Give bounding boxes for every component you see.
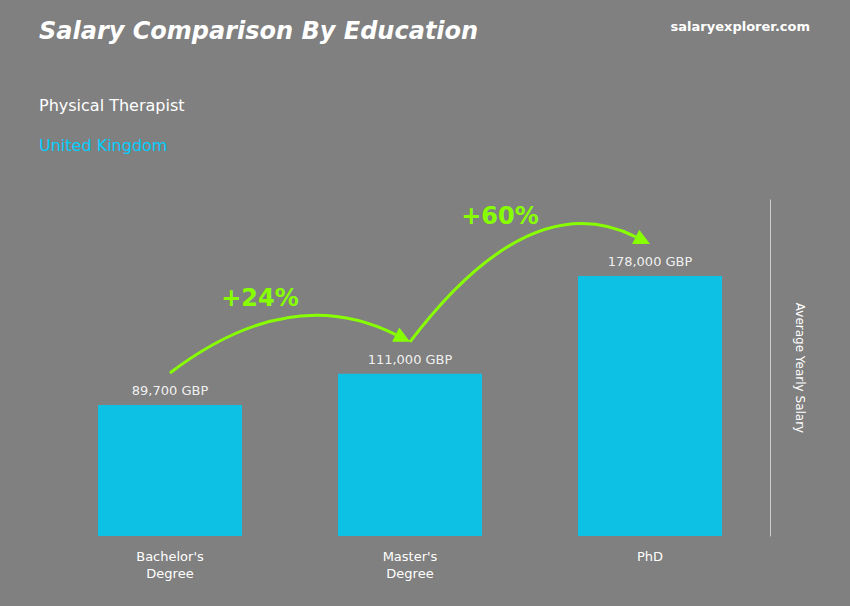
svg-text:Salary Comparison By Education: Salary Comparison By Education [39, 17, 478, 45]
svg-text:Master's: Master's [383, 549, 438, 564]
svg-text:Physical Therapist: Physical Therapist [39, 96, 185, 115]
svg-text:Average Yearly Salary: Average Yearly Salary [793, 303, 807, 433]
svg-text:United Kingdom: United Kingdom [39, 136, 167, 155]
svg-text:89,700 GBP: 89,700 GBP [132, 383, 209, 398]
svg-text:Bachelor's: Bachelor's [136, 549, 204, 564]
svg-text:178,000 GBP: 178,000 GBP [608, 254, 693, 269]
svg-text:PhD: PhD [637, 549, 663, 564]
svg-text:+60%: +60% [461, 202, 539, 230]
svg-text:+24%: +24% [221, 284, 299, 312]
svg-text:Degree: Degree [146, 566, 193, 581]
svg-text:salaryexplorer.com: salaryexplorer.com [671, 19, 810, 34]
svg-text:Degree: Degree [386, 566, 433, 581]
svg-text:111,000 GBP: 111,000 GBP [368, 352, 453, 367]
